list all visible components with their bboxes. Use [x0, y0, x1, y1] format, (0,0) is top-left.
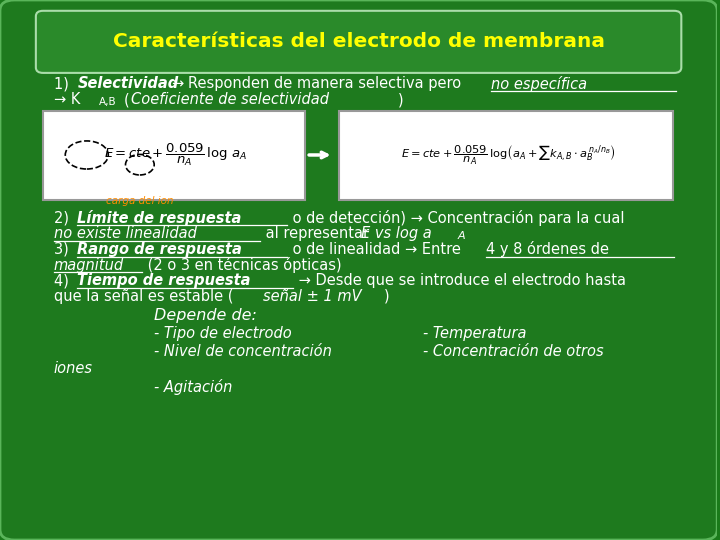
Text: que la señal es estable (: que la señal es estable ( — [54, 289, 233, 304]
Text: - Agitación: - Agitación — [154, 379, 233, 395]
Text: no existe linealidad: no existe linealidad — [54, 226, 197, 241]
FancyBboxPatch shape — [43, 111, 305, 200]
Text: → K: → K — [54, 92, 80, 107]
Text: Responden de manera selectiva pero: Responden de manera selectiva pero — [188, 76, 466, 91]
Text: Límite de respuesta: Límite de respuesta — [78, 210, 242, 226]
Text: $E = cte + \dfrac{0.059}{n_A}\,\log\,a_A$: $E = cte + \dfrac{0.059}{n_A}\,\log\,a_A… — [104, 142, 247, 168]
FancyBboxPatch shape — [36, 11, 681, 73]
Text: o de linealidad → Entre: o de linealidad → Entre — [288, 242, 466, 257]
Text: - Tipo de electrodo: - Tipo de electrodo — [154, 326, 292, 341]
Text: Características del electrodo de membrana: Características del electrodo de membran… — [112, 31, 605, 51]
Text: A: A — [458, 231, 465, 241]
Text: - Temperatura: - Temperatura — [423, 326, 526, 341]
Text: Selectividad: Selectividad — [78, 76, 179, 91]
Text: $E = cte + \dfrac{0.059}{n_A}\,\log\!\left(a_A + \sum k_{A,B}\cdot a_B^{\,n_A/n_: $E = cte + \dfrac{0.059}{n_A}\,\log\!\le… — [400, 143, 615, 167]
Text: carga del ion: carga del ion — [106, 196, 174, 206]
Text: o de detección) → Concentración para la cual: o de detección) → Concentración para la … — [288, 210, 625, 226]
Text: magnitud: magnitud — [54, 258, 124, 273]
FancyBboxPatch shape — [339, 111, 672, 200]
Text: al representar: al representar — [261, 226, 374, 241]
Text: Depende de:: Depende de: — [154, 308, 257, 323]
Text: A,B: A,B — [99, 97, 117, 107]
Text: 2): 2) — [54, 211, 73, 226]
Text: iones: iones — [54, 361, 93, 376]
Text: - Concentración de otros: - Concentración de otros — [423, 343, 604, 359]
Text: E vs log a: E vs log a — [361, 226, 431, 241]
Text: Coeficiente de selectividad: Coeficiente de selectividad — [131, 92, 329, 107]
Text: →: → — [171, 76, 183, 91]
Text: Tiempo de respuesta: Tiempo de respuesta — [78, 273, 251, 288]
Text: Rango de respuesta: Rango de respuesta — [78, 242, 243, 257]
Text: ): ) — [384, 289, 390, 304]
Text: 4): 4) — [54, 273, 73, 288]
Text: señal ± 1 mV: señal ± 1 mV — [264, 289, 362, 304]
Text: (2 o 3 en técnicas ópticas): (2 o 3 en técnicas ópticas) — [143, 257, 342, 273]
Text: (: ( — [123, 92, 129, 107]
Text: ): ) — [398, 92, 404, 107]
Text: → Desde que se introduce el electrodo hasta: → Desde que se introduce el electrodo ha… — [294, 273, 626, 288]
Text: 4 y 8 órdenes de: 4 y 8 órdenes de — [486, 241, 609, 258]
Text: 1): 1) — [54, 76, 73, 91]
Text: no específica: no específica — [491, 76, 588, 92]
Text: - Nivel de concentración: - Nivel de concentración — [154, 343, 332, 359]
Text: 3): 3) — [54, 242, 73, 257]
